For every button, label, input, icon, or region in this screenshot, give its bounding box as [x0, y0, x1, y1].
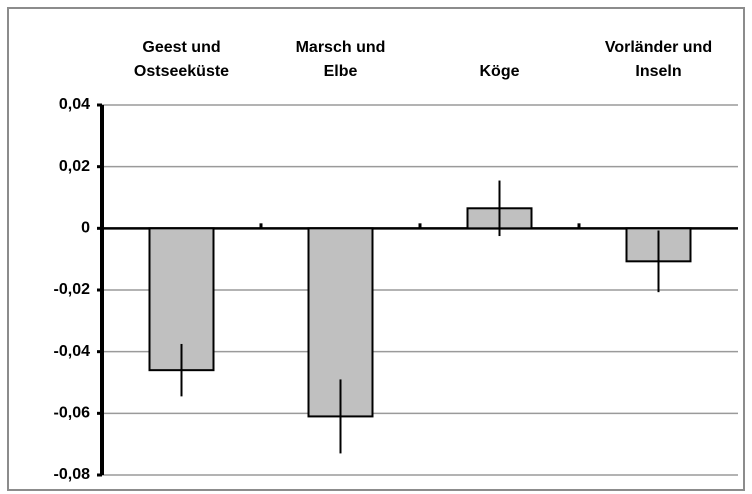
x-category-label-line: Geest und — [142, 39, 220, 56]
x-category-label-line: Köge — [480, 63, 520, 80]
x-category-label: Marsch und Elbe — [296, 39, 386, 80]
y-tick-label: -0,04 — [54, 343, 91, 360]
x-category-label: Geest und Ostseeküste — [134, 39, 229, 80]
y-tick-label: 0,02 — [59, 158, 90, 175]
y-tick-label: -0,02 — [54, 281, 91, 298]
x-category-label: Köge — [480, 63, 520, 80]
x-category-label-line: Marsch und — [296, 39, 386, 56]
x-category-label-line: Ostseeküste — [134, 63, 229, 80]
y-tick-label: 0,04 — [59, 96, 90, 113]
x-category-label-line: Elbe — [324, 63, 358, 80]
chart-frame — [7, 7, 745, 491]
x-category-label: Vorländer und Inseln — [605, 39, 712, 80]
x-category-label-line: Inseln — [635, 63, 681, 80]
y-tick-label: 0 — [81, 220, 90, 237]
y-tick-label: -0,06 — [54, 405, 91, 422]
y-tick-label: -0,08 — [54, 466, 91, 483]
x-category-label-line: Vorländer und — [605, 39, 712, 56]
